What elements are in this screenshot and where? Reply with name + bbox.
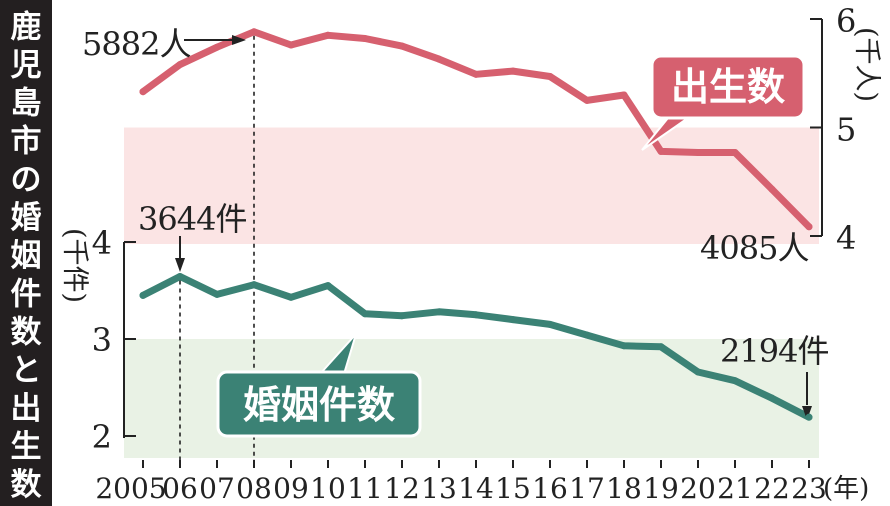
x-axis-tick-label: 12: [384, 472, 420, 505]
marriage-point: [435, 308, 443, 316]
marriage-point: [213, 290, 221, 298]
birth-point: [509, 67, 517, 75]
x-axis-tick-label: 07: [199, 472, 235, 505]
arrow-head: [175, 258, 185, 272]
x-axis-tick-label: 19: [643, 472, 679, 505]
birth-point: [398, 42, 406, 50]
birth-point: [176, 61, 184, 69]
x-axis-tick-label: 21: [717, 472, 753, 505]
chart-title-char: 市: [11, 124, 42, 160]
chart-title-char: 出: [11, 391, 42, 427]
birth-point: [694, 148, 702, 156]
x-axis-tick-label: 13: [421, 472, 457, 505]
chart-title-char: と: [11, 353, 42, 389]
marriage-point: [583, 331, 591, 339]
x-axis-tick-label: 2005: [95, 472, 166, 505]
right-axis-unit: (千人): [851, 27, 882, 102]
birth-last-label: 4085人: [700, 229, 808, 267]
chart-title-char: 生: [11, 429, 42, 465]
birth-point: [472, 70, 480, 78]
chart-title-char: 件: [11, 276, 42, 312]
birth-point: [324, 31, 332, 39]
marriage-point: [472, 311, 480, 319]
x-axis-tick-label: 15: [495, 472, 531, 505]
marriage-point: [139, 291, 147, 299]
x-axis-tick-label: 16: [532, 472, 568, 505]
birth-point: [768, 185, 776, 193]
chart-title-char: 婚: [11, 200, 42, 236]
x-axis-tick-label: 22: [754, 472, 790, 505]
marriage-point: [250, 281, 258, 289]
x-axis-tick-label: 14: [458, 472, 494, 505]
marriage-point: [509, 316, 517, 324]
birth-point: [657, 147, 665, 155]
marriage-point: [361, 310, 369, 318]
marriage-point: [731, 377, 739, 385]
x-axis-tick-label: 10: [310, 472, 346, 505]
right-axis-tick-label: 4: [836, 219, 856, 257]
right-axis-tick-label: 6: [836, 2, 856, 40]
birth-point: [250, 28, 258, 36]
marriage-point: [620, 342, 628, 350]
arrow-head: [802, 406, 812, 420]
x-axis-tick-label: 20: [680, 472, 716, 505]
x-axis-tick-label: 17: [569, 472, 605, 505]
arrow-head: [232, 35, 246, 45]
chart-title-char: 数: [11, 467, 42, 503]
x-axis-tick-label: 08: [236, 472, 272, 505]
birth-point: [546, 73, 554, 81]
marriage-point: [546, 320, 554, 328]
chart-title-char: の: [11, 162, 42, 198]
marriage-point: [176, 273, 184, 281]
marriage-point: [694, 368, 702, 376]
birth-point: [139, 88, 147, 96]
birth-legend-label: 出生数: [671, 64, 785, 109]
left-axis-tick-label: 4: [92, 224, 112, 262]
birth-legend-box: [650, 54, 806, 120]
left-axis-tick-label: 2: [92, 418, 112, 456]
chart-title-box: [0, 0, 52, 506]
marriage-peak-label: 3644件: [138, 200, 246, 238]
chart-title-char: 数: [11, 315, 42, 351]
marriage-legend-box: [216, 370, 422, 438]
marriage-legend-label: 婚姻件数: [243, 382, 395, 427]
birth-point: [583, 96, 591, 104]
x-axis-tick-label: 18: [606, 472, 642, 505]
x-axis-unit: (年): [823, 474, 869, 504]
right-axis-tick-label: 5: [836, 111, 856, 149]
birth-point: [435, 55, 443, 63]
birth-point: [620, 91, 628, 99]
birth-point: [213, 43, 221, 51]
x-axis-tick-label: 11: [347, 472, 383, 505]
birth-point: [287, 41, 295, 49]
birth-peak-label: 5882人: [82, 25, 190, 63]
marriage-point: [287, 293, 295, 301]
marriage-point: [324, 282, 332, 290]
birth-point: [361, 35, 369, 43]
chart-title-char: 島: [11, 86, 42, 122]
x-axis-tick-label: 06: [162, 472, 198, 505]
marriage-last-label: 2194件: [720, 332, 828, 370]
x-axis-tick-label: 23: [791, 472, 827, 505]
left-axis-tick-label: 3: [92, 321, 112, 359]
x-axis-tick-label: 09: [273, 472, 309, 505]
birth-point: [805, 223, 813, 231]
marriage-point: [768, 394, 776, 402]
birth-point: [731, 148, 739, 156]
marriage-point: [657, 343, 665, 351]
marriage-point: [398, 312, 406, 320]
chart-title-char: 鹿: [11, 9, 42, 45]
birth-band: [124, 127, 819, 244]
chart-title-char: 姻: [11, 238, 42, 274]
left-axis-unit: (千件): [59, 228, 90, 303]
chart-title-char: 児: [11, 47, 42, 83]
marriage-point: [805, 413, 813, 421]
